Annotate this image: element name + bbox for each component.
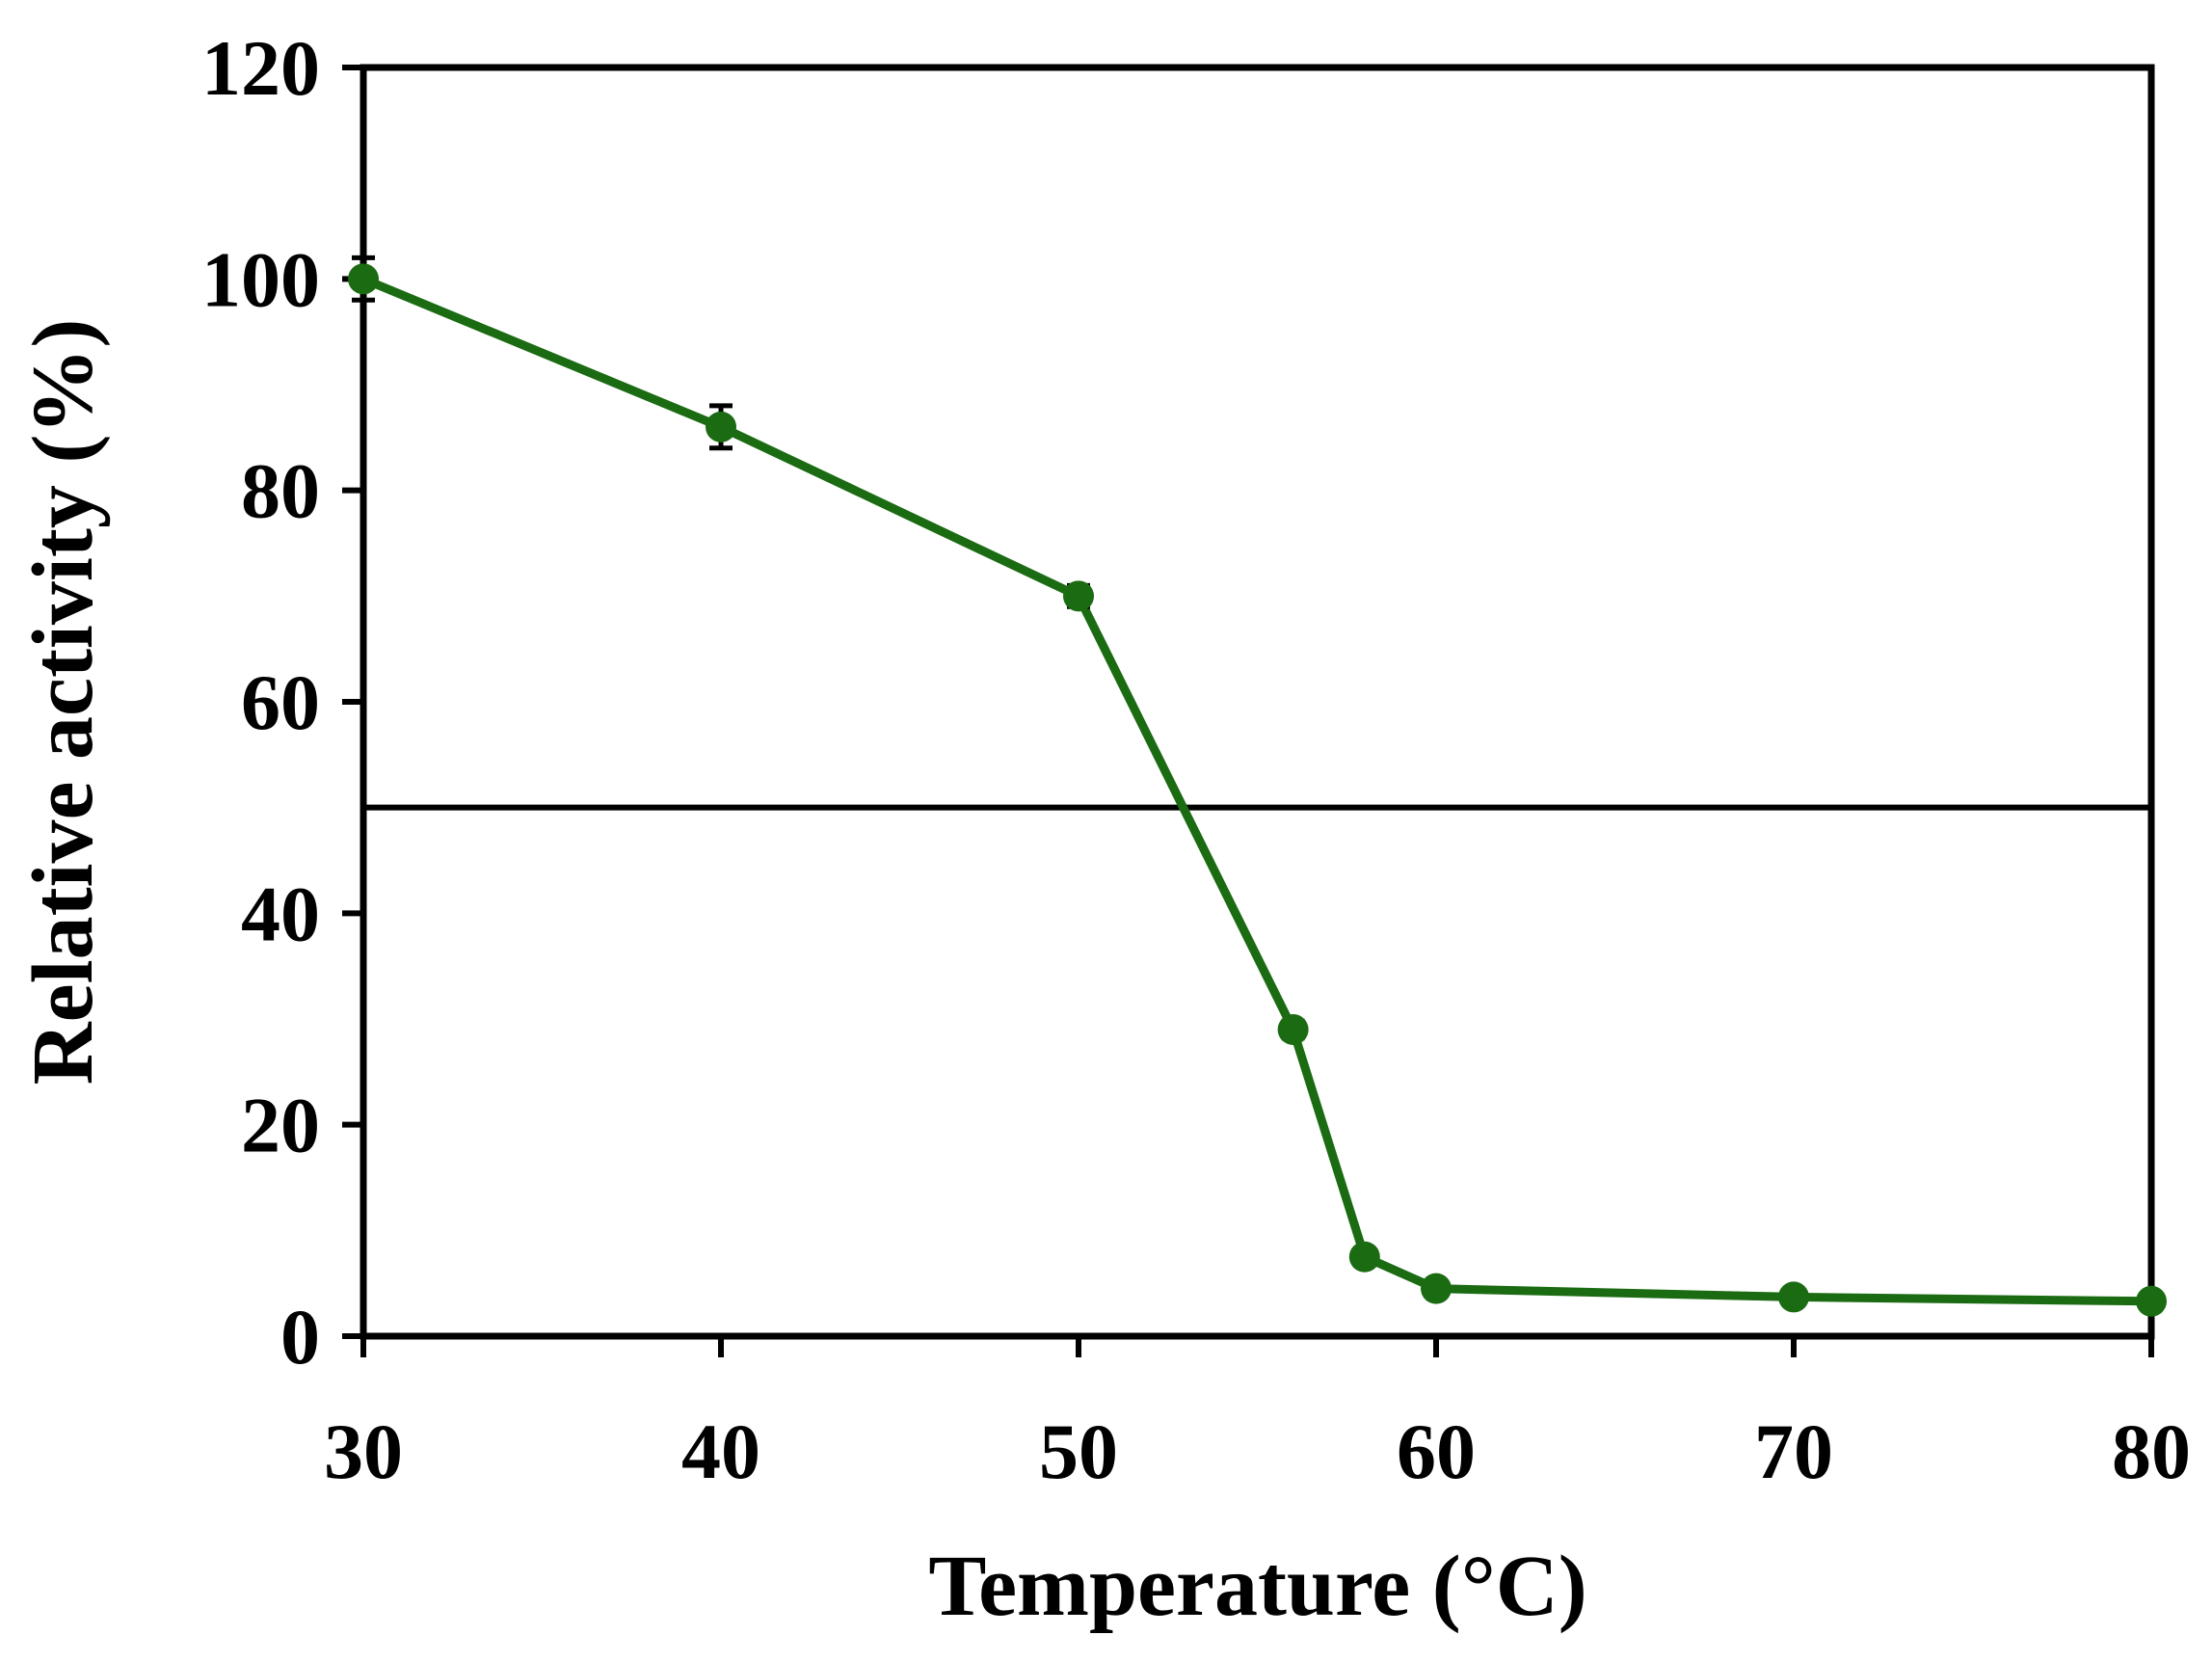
data-point (1421, 1273, 1452, 1304)
x-tick-label: 50 (1039, 1407, 1118, 1495)
data-point (348, 263, 379, 295)
x-tick-label: 30 (324, 1407, 403, 1495)
y-axis-title: Relative activity (%) (15, 319, 111, 1086)
series-group (348, 255, 2167, 1317)
x-tick-label: 80 (2112, 1407, 2191, 1495)
x-tick-label: 70 (1754, 1407, 1833, 1495)
y-tick-label: 20 (241, 1082, 320, 1169)
y-tick-label: 0 (280, 1293, 320, 1381)
y-tick-label: 60 (241, 658, 320, 746)
x-tick-label: 40 (681, 1407, 760, 1495)
plot-frame (360, 64, 2155, 1340)
y-tick-label: 100 (201, 235, 320, 323)
data-point (1348, 1241, 1380, 1273)
y-tick-label: 120 (201, 24, 320, 112)
series-line (361, 275, 2152, 1306)
x-tick-label: 60 (1397, 1407, 1476, 1495)
y-tick-label: 40 (241, 870, 320, 957)
data-point (706, 411, 736, 442)
x-axis-ticks: 30 40 50 60 70 80 (324, 1336, 2191, 1495)
data-point (1277, 1013, 1309, 1045)
y-axis-ticks: 0 20 40 60 80 100 120 (201, 24, 363, 1381)
data-point (1063, 580, 1094, 612)
data-point (2136, 1285, 2167, 1317)
data-point (1778, 1281, 1809, 1313)
y-tick-label: 80 (241, 447, 320, 535)
x-axis-title: Temperature (°C) (928, 1539, 1586, 1634)
